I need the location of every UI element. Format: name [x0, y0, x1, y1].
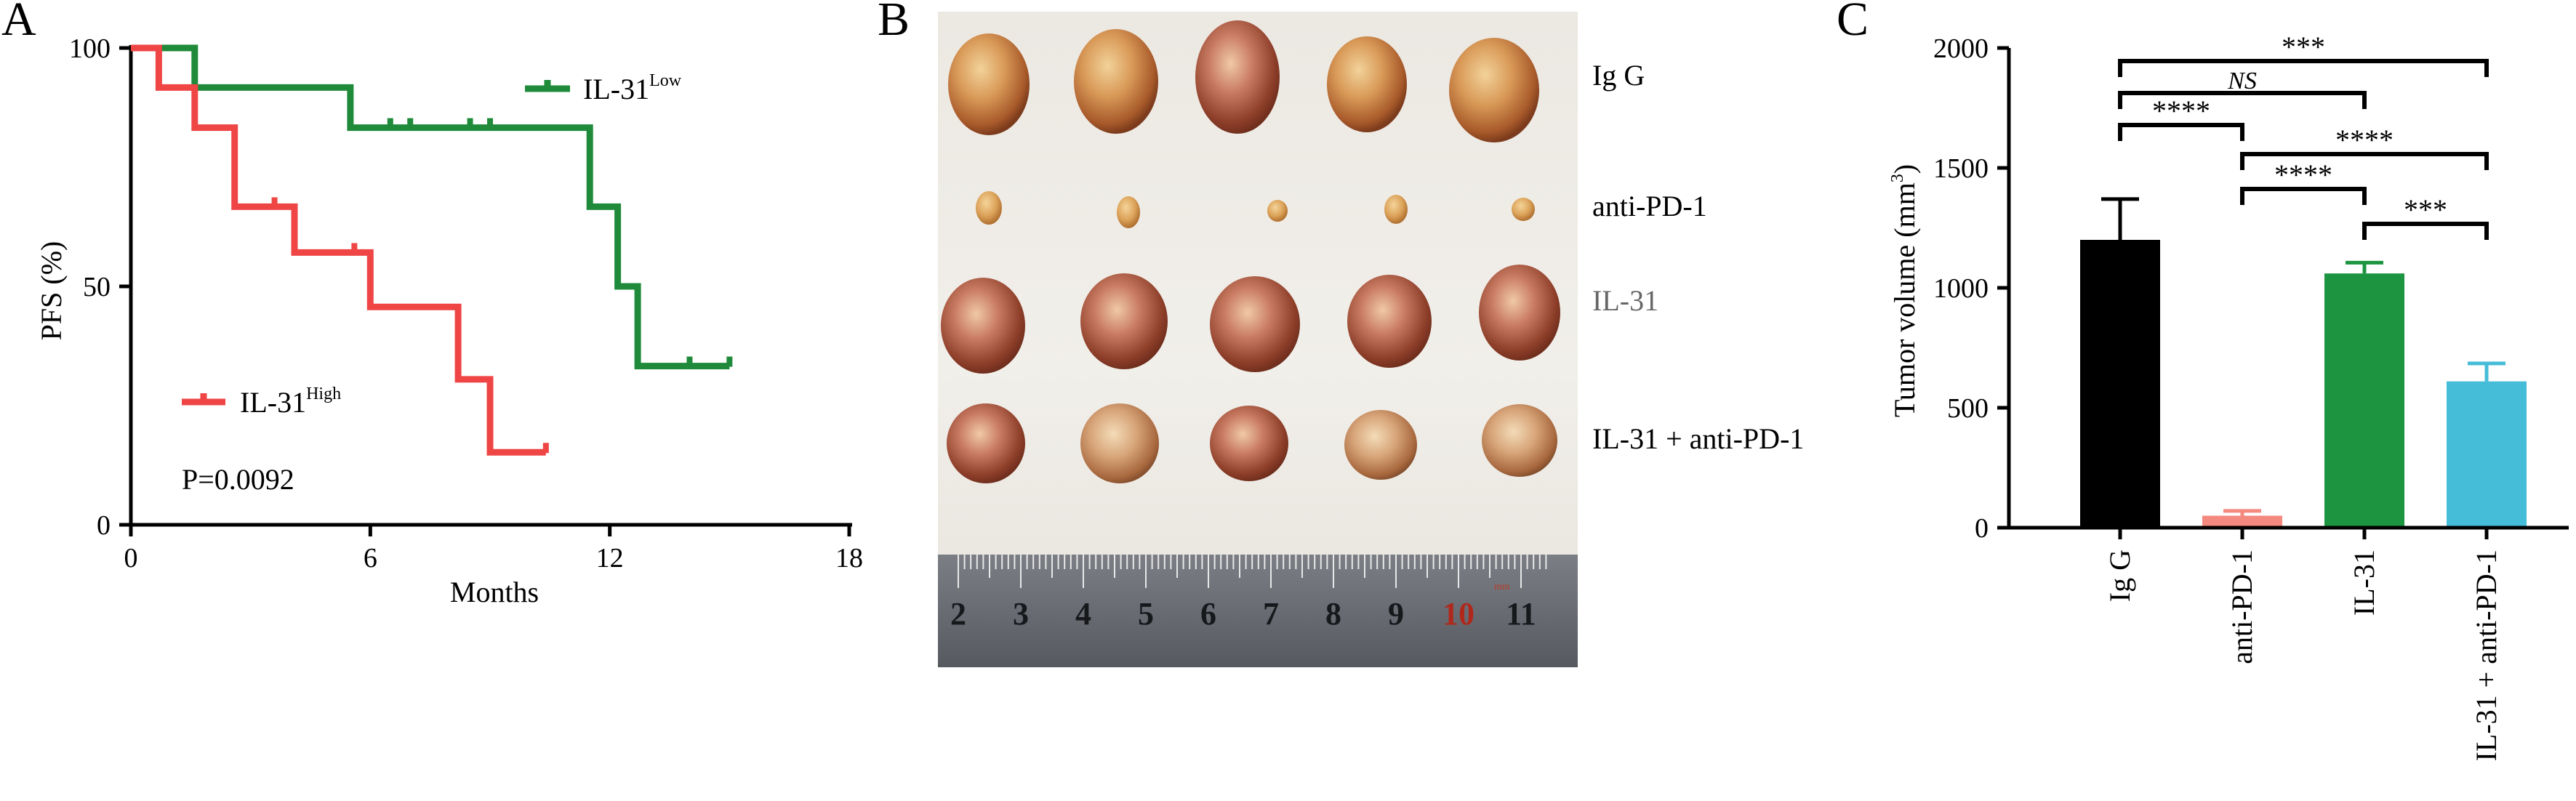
significance-bracket — [2240, 152, 2489, 170]
bar-category-label: IL-31 — [2348, 550, 2380, 616]
bar-y-tick-label: 500 — [1947, 393, 1989, 424]
bar-category-label: IL-31 + anti-PD-1 — [2470, 550, 2503, 761]
km-x-tick-label: 6 — [364, 543, 377, 573]
row-label-combo: IL-31 + anti-PD-1 — [1592, 422, 1805, 455]
bar-ylabel: Tumor volume (mm3) — [1888, 164, 1921, 417]
significance-bracket — [2118, 91, 2367, 109]
tumor-row-igg — [948, 20, 1539, 142]
ruler-number: 3 — [1013, 596, 1029, 632]
bar-category-label: anti-PD-1 — [2226, 550, 2258, 664]
row-label-il31: IL-31 — [1592, 284, 1659, 317]
legend-low-label: IL-31Low — [583, 71, 682, 105]
ruler-number: 5 — [1138, 596, 1154, 632]
significance-label: **** — [2335, 124, 2394, 156]
panel-label-a: A — [1, 0, 36, 46]
ruler-number: 2 — [950, 596, 966, 632]
bar-y-tick-label: 2000 — [1933, 33, 1989, 64]
ruler-number: 9 — [1388, 596, 1404, 632]
km-ylabel: PFS (%) — [35, 241, 68, 341]
bar — [2080, 240, 2160, 528]
significance-label: *** — [2404, 193, 2447, 226]
km-y-tick-label: 0 — [97, 510, 111, 541]
bar-y-tick-label: 1500 — [1933, 153, 1989, 184]
bar — [2324, 273, 2404, 528]
panel-label-c: C — [1837, 0, 1869, 46]
significance-label: *** — [2282, 31, 2325, 63]
ruler-unit: mm — [1494, 581, 1510, 592]
km-curve-low — [131, 44, 730, 370]
ruler-number: 6 — [1200, 596, 1216, 632]
tumor-row-il31 — [941, 265, 1560, 374]
ruler: 2 3 4 5 6 7 8 9 10 11 mm — [938, 555, 1578, 667]
bar-y-tick-label: 1000 — [1933, 273, 1989, 304]
significance-bracket — [2362, 222, 2489, 240]
ruler-number: 7 — [1263, 596, 1279, 632]
significance-bracket — [2118, 123, 2244, 141]
bar — [2447, 381, 2527, 528]
significance-label: **** — [2274, 158, 2332, 191]
tumor-row-combo — [947, 403, 1557, 483]
legend-high-label: IL-31High — [240, 385, 341, 419]
bar-y-tick-label: 0 — [1975, 513, 1989, 544]
ruler-number: 4 — [1075, 596, 1091, 632]
significance-label: NS — [2227, 68, 2257, 94]
row-label-igg: Ig G — [1592, 59, 1645, 92]
km-xlabel: Months — [450, 576, 539, 608]
km-y-tick-label: 50 — [83, 272, 111, 302]
bar-category-label: Ig G — [2103, 550, 2136, 602]
p-value-annotation: P=0.0092 — [182, 463, 294, 496]
km-curve-high — [131, 44, 546, 456]
km-x-tick-label: 12 — [596, 543, 624, 573]
ruler-number: 10 — [1443, 596, 1474, 632]
tumor-row-antipd1 — [976, 191, 1535, 228]
pfs-survival-chart: PFS (%) Months 0 6 12 18 0 50 100 IL-31Low IL-… — [35, 33, 863, 608]
significance-bracket — [2118, 59, 2489, 77]
bar — [2202, 515, 2282, 528]
km-y-tick-label: 100 — [69, 33, 111, 64]
km-x-tick-label: 0 — [124, 543, 138, 573]
ruler-number: 8 — [1325, 596, 1341, 632]
significance-bracket — [2240, 187, 2367, 205]
tumor-volume-chart: Tumor volume (mm3) 0 500 1000 1500 2000 Ig G… — [1888, 31, 2569, 761]
tumor-photo: 2 3 4 5 6 7 8 9 10 11 mm — [938, 12, 1578, 667]
row-label-antipd1: anti-PD-1 — [1592, 190, 1707, 222]
significance-label: **** — [2152, 94, 2210, 127]
km-x-tick-label: 18 — [835, 543, 863, 573]
ruler-number: 11 — [1506, 596, 1536, 632]
panel-label-b: B — [878, 0, 910, 46]
